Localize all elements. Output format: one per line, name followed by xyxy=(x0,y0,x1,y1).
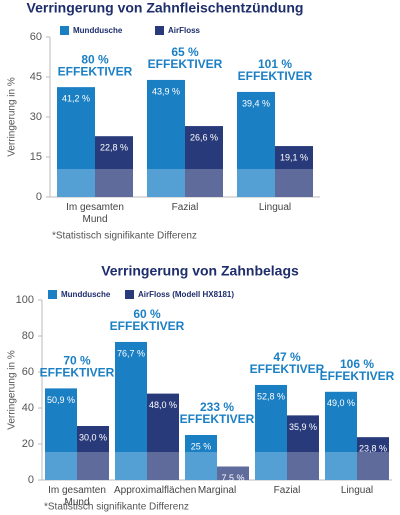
bar xyxy=(147,79,185,197)
annotation: 70 % xyxy=(63,354,91,368)
value-label: 25 % xyxy=(191,441,212,451)
bar xyxy=(185,435,217,480)
bar-shade xyxy=(115,452,147,480)
y-tick-label: 45 xyxy=(30,71,42,83)
annotation: 80 % xyxy=(81,52,109,66)
annotation: EFFEKTIVER xyxy=(110,319,185,333)
value-label: 19,1 % xyxy=(280,152,308,162)
value-label: 48,0 % xyxy=(149,400,177,410)
bar xyxy=(217,466,249,480)
y-tick-label: 30 xyxy=(30,111,42,123)
x-tick-label: Marginal xyxy=(197,485,237,496)
y-tick-label: 100 xyxy=(16,294,34,306)
bar-shade xyxy=(147,452,179,480)
value-label: 26,6 % xyxy=(190,132,218,142)
bar xyxy=(255,384,287,480)
annotation: 101 % xyxy=(258,57,292,71)
value-label: 22,8 % xyxy=(100,143,128,153)
annotation: EFFEKTIVER xyxy=(40,366,115,380)
annotation: EFFEKTIVER xyxy=(148,57,223,71)
bar-shade xyxy=(185,452,217,480)
value-label: 7,5 % xyxy=(221,473,244,483)
bar xyxy=(237,91,275,197)
x-tick-label: Im gesamten Mund xyxy=(66,202,124,225)
value-label: 35,9 % xyxy=(289,422,317,432)
legend-label: Munddusche xyxy=(61,290,111,299)
y-tick-label: 0 xyxy=(36,191,42,203)
bar xyxy=(77,426,109,480)
x-tick-label: Im gesamten Mund xyxy=(48,485,106,508)
bar xyxy=(115,341,147,480)
bar xyxy=(357,437,389,480)
annotation: 65 % xyxy=(171,45,199,59)
value-label: 30,0 % xyxy=(79,432,107,442)
bar xyxy=(45,388,77,480)
value-label: 50,9 % xyxy=(47,395,75,405)
value-label: 49,0 % xyxy=(327,398,355,408)
value-label: 76,7 % xyxy=(117,348,145,358)
chart-title: Verringerung von Zahnfleischentzündung xyxy=(27,0,304,16)
bar xyxy=(325,391,357,480)
legend-label: Munddusche xyxy=(73,26,123,35)
annotation: 106 % xyxy=(340,357,374,371)
annotation: EFFEKTIVER xyxy=(238,69,313,83)
x-tick-label: Lingual xyxy=(258,202,292,213)
value-label: 43,9 % xyxy=(152,86,180,96)
bar-shade xyxy=(325,452,357,480)
value-label: 52,8 % xyxy=(257,391,285,401)
legend-swatch xyxy=(48,290,57,299)
chart-title: Verringerung von Zahnbelags xyxy=(101,263,299,279)
legend-swatch xyxy=(60,26,69,35)
y-axis-label: Verringerung in % xyxy=(7,350,18,430)
annotation: EFFEKTIVER xyxy=(58,64,133,78)
bar xyxy=(147,393,179,480)
value-label: 41,2 % xyxy=(62,94,90,104)
bar-shade xyxy=(275,169,313,197)
bar-shade xyxy=(147,169,185,197)
x-tick-label: Lingual xyxy=(340,485,374,496)
bar xyxy=(287,415,319,480)
bar xyxy=(185,126,223,197)
y-axis-label: Verringerung in % xyxy=(7,77,18,157)
y-tick-label: 0 xyxy=(28,474,34,486)
value-label: 23,8 % xyxy=(359,444,387,454)
bar-shade xyxy=(57,169,95,197)
legend-swatch xyxy=(155,26,164,35)
bar xyxy=(275,146,313,197)
bar xyxy=(57,87,95,197)
legend-label: AirFloss xyxy=(168,26,201,35)
footnote: *Statistisch signifikante Differenz xyxy=(44,502,189,513)
bar-shade xyxy=(287,452,319,480)
bar-shade xyxy=(217,466,249,480)
bar-shade xyxy=(95,169,133,197)
legend-swatch xyxy=(125,290,134,299)
bar-shade xyxy=(185,169,223,197)
annotation: EFFEKTIVER xyxy=(180,412,255,426)
x-tick-label: Fazial xyxy=(273,485,301,496)
y-tick-label: 60 xyxy=(22,366,34,378)
bar-shade xyxy=(357,452,389,480)
bar-shade xyxy=(255,452,287,480)
annotation: 60 % xyxy=(133,307,161,321)
footnote: *Statistisch signifikante Differenz xyxy=(52,231,197,242)
y-tick-label: 80 xyxy=(22,330,34,342)
bar-shade xyxy=(237,169,275,197)
value-label: 39,4 % xyxy=(242,98,270,108)
y-tick-label: 20 xyxy=(22,438,34,450)
annotation: 47 % xyxy=(273,350,301,364)
bar xyxy=(95,136,133,197)
y-tick-label: 60 xyxy=(30,31,42,43)
x-tick-label: Fazial xyxy=(171,202,199,213)
x-tick-label: Approximalflächen xyxy=(114,485,197,496)
bar-shade xyxy=(77,452,109,480)
annotation: 233 % xyxy=(200,400,234,414)
y-tick-label: 40 xyxy=(22,402,34,414)
legend-label: AirFloss (Modell HX8181) xyxy=(138,290,234,299)
annotation: EFFEKTIVER xyxy=(320,369,395,383)
bar-shade xyxy=(45,452,77,480)
y-tick-label: 15 xyxy=(30,151,42,163)
annotation: EFFEKTIVER xyxy=(250,362,325,376)
